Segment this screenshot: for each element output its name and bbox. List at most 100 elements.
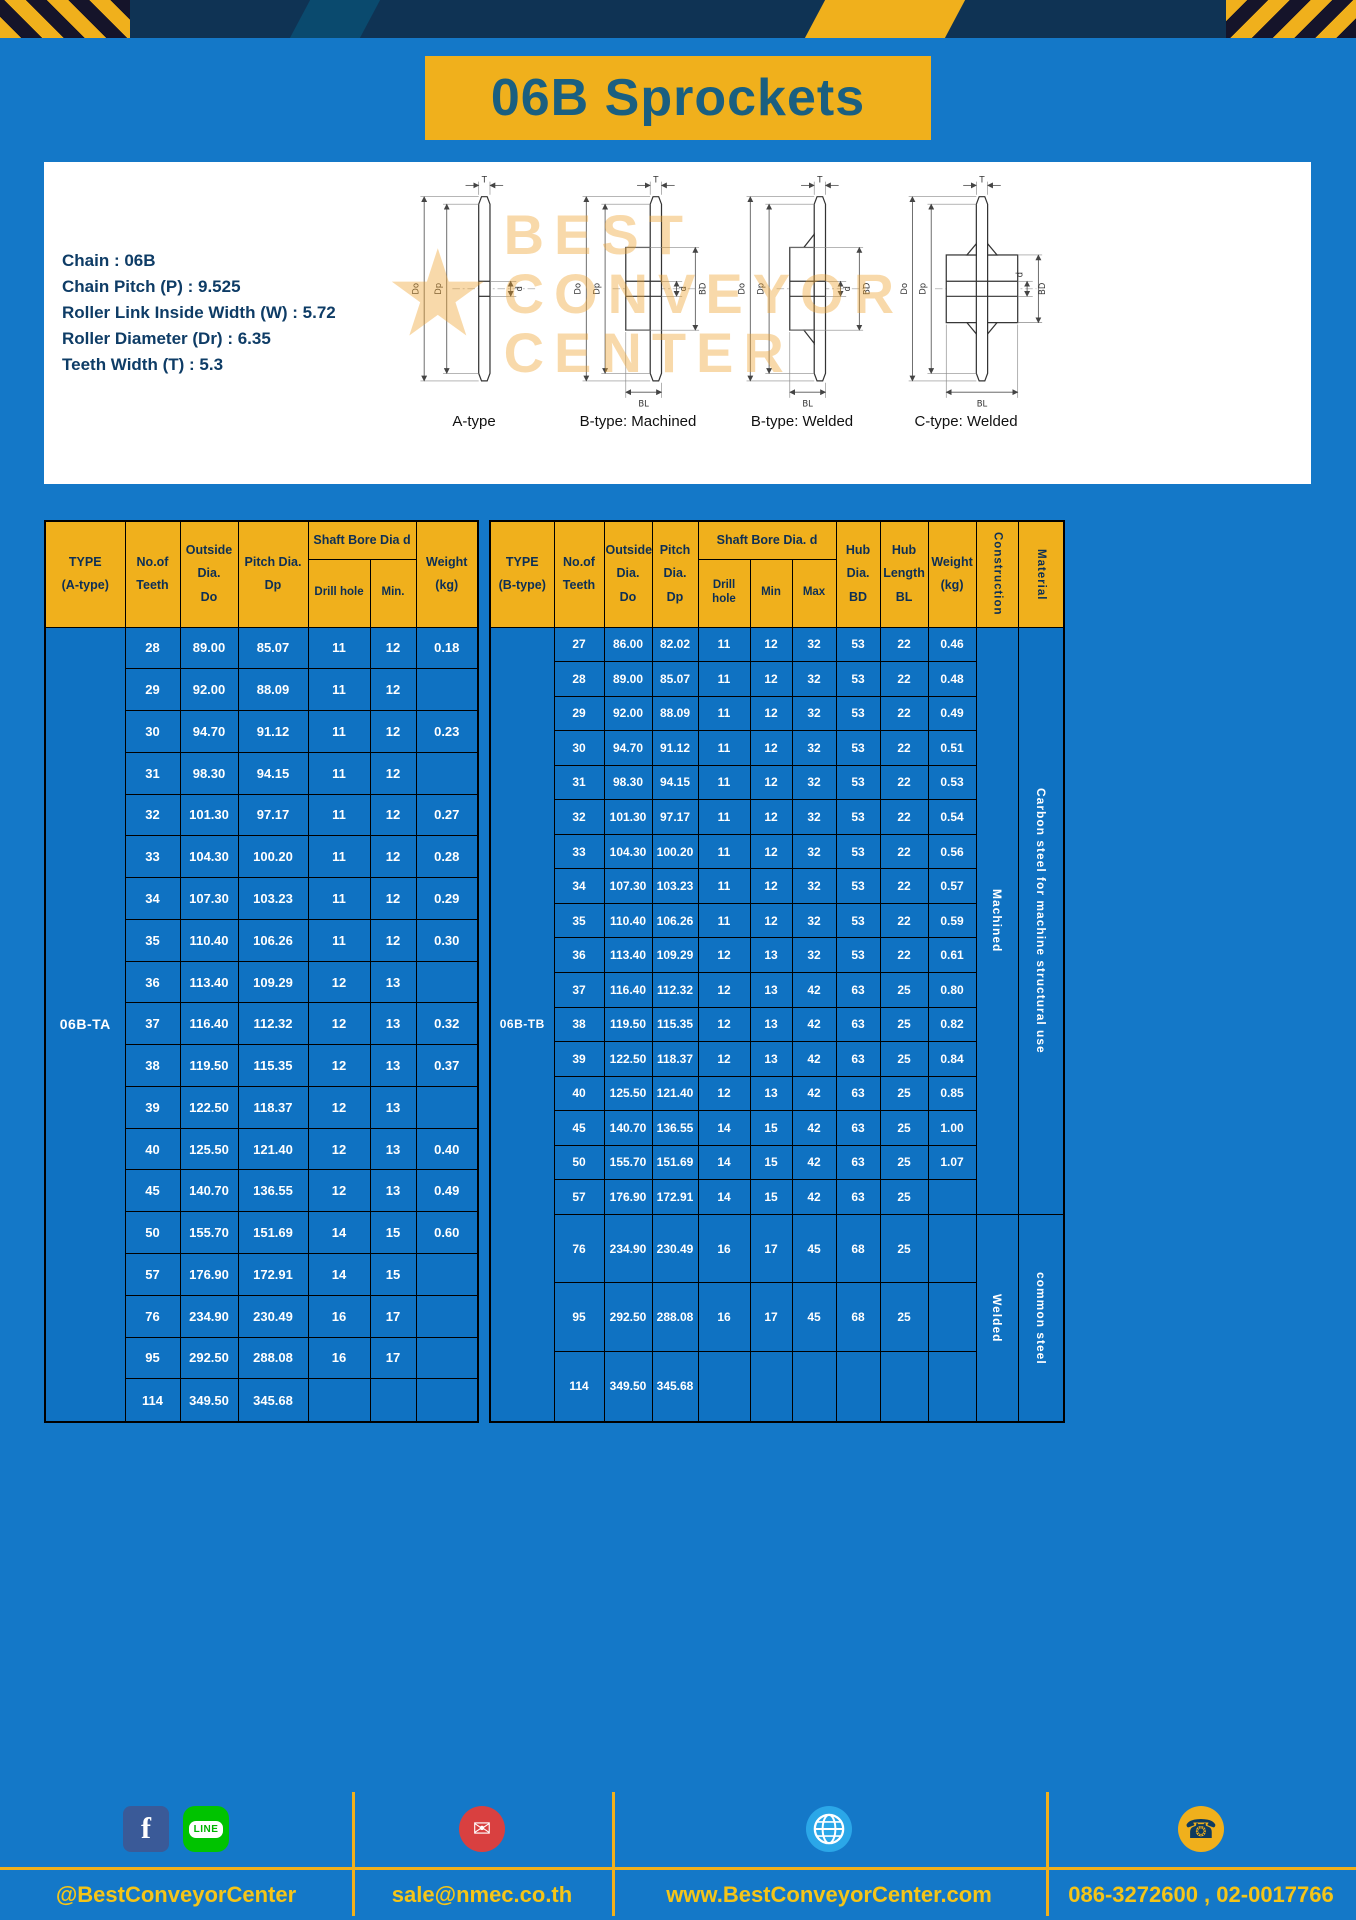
cell-bd: 53 bbox=[835, 626, 881, 663]
footer-social-handle[interactable]: @BestConveyorCenter bbox=[55, 1882, 297, 1907]
cell-od: 110.40 bbox=[179, 918, 239, 962]
teal-segment bbox=[289, 0, 381, 38]
cell-min: 12 bbox=[749, 902, 793, 939]
cell-max: 32 bbox=[791, 902, 837, 939]
cell-teeth: 28 bbox=[553, 661, 605, 697]
dim-t: T bbox=[978, 176, 985, 185]
line-icon[interactable]: LINE bbox=[183, 1806, 229, 1852]
cell-wt: 1.07 bbox=[927, 1144, 977, 1181]
header-max-b: Max bbox=[791, 558, 837, 628]
cell-drill: 11 bbox=[307, 877, 371, 920]
cell-wt: 0.49 bbox=[415, 1169, 479, 1213]
cell-bd: 63 bbox=[835, 1006, 881, 1043]
cell-teeth: 34 bbox=[124, 877, 181, 920]
cell-wt bbox=[415, 1252, 479, 1296]
footer-website[interactable]: www.BestConveyorCenter.com bbox=[666, 1882, 992, 1907]
type-value-cell: 06B-TB bbox=[489, 626, 555, 1423]
cell-wt bbox=[415, 668, 479, 712]
cell-drill: 14 bbox=[697, 1144, 751, 1181]
cell-drill: 12 bbox=[307, 1002, 371, 1046]
table-row: 95 292.50 288.08 16 17 bbox=[45, 1336, 479, 1380]
cell-pd: 115.35 bbox=[237, 1044, 309, 1087]
cell-od: 349.50 bbox=[603, 1350, 653, 1423]
figure-b-type-welded: Do Dp d BD T BL B-type: Welded bbox=[722, 176, 882, 484]
globe-icon[interactable] bbox=[806, 1806, 852, 1852]
table-row: 32 101.30 97.17 11 12 0.27 bbox=[45, 793, 479, 837]
cell-min: 17 bbox=[369, 1294, 417, 1338]
figure-a-type: Do Dp d T A-type bbox=[394, 176, 554, 484]
cell-wt bbox=[415, 1085, 479, 1129]
cell-pd: 121.40 bbox=[237, 1127, 309, 1171]
cell-min: 13 bbox=[749, 1006, 793, 1043]
cell-od: 176.90 bbox=[179, 1252, 239, 1296]
cell-od: 104.30 bbox=[179, 835, 239, 879]
cell-drill: 12 bbox=[697, 1006, 751, 1043]
phone-icon[interactable]: ☎ bbox=[1178, 1806, 1224, 1852]
dim-d: d bbox=[514, 286, 524, 291]
cell-teeth: 39 bbox=[124, 1085, 181, 1129]
dim-bl: BL bbox=[977, 398, 988, 408]
cell-drill: 11 bbox=[307, 710, 371, 753]
table-row: 114 349.50 345.68 bbox=[45, 1378, 479, 1423]
cell-teeth: 40 bbox=[553, 1075, 605, 1112]
cell-wt: 0.28 bbox=[415, 835, 479, 879]
cell-min: 12 bbox=[369, 710, 417, 753]
table-row: 30 94.70 91.12 11 12 32 53 22 0.51 bbox=[490, 730, 1064, 766]
cell-max: 32 bbox=[791, 661, 837, 697]
cell-bd: 63 bbox=[835, 1075, 881, 1112]
cell-wt bbox=[415, 751, 479, 795]
cell-min: 12 bbox=[749, 661, 793, 697]
cell-wt bbox=[415, 1294, 479, 1338]
dim-dp: Dp bbox=[755, 283, 765, 295]
cell-od: 119.50 bbox=[603, 1006, 653, 1043]
cell-min: 12 bbox=[369, 668, 417, 712]
header-outside-dia-a: Outside Dia. Do bbox=[179, 520, 239, 628]
cell-wt: 0.30 bbox=[415, 918, 479, 962]
cell-bl: 25 bbox=[879, 1075, 929, 1112]
dim-d: d bbox=[678, 286, 688, 291]
header-pitch-dia-a: Pitch Dia. Dp bbox=[237, 520, 309, 628]
table-row: 06B-TB 27 86.00 82.02 11 12 32 53 22 0.46 Machined… bbox=[489, 626, 1065, 1423]
cell-wt: 0.60 bbox=[415, 1211, 479, 1254]
cell-wt: 0.18 bbox=[415, 626, 479, 670]
table-row: 76 234.90 230.49 16 17 bbox=[45, 1294, 479, 1338]
cell-pd: 109.29 bbox=[651, 937, 699, 973]
phone-glyph: ☎ bbox=[1184, 1813, 1218, 1844]
cell-od: 113.40 bbox=[603, 937, 653, 973]
footer-section-social: f LINE @BestConveyorCenter bbox=[0, 1788, 352, 1920]
cell-pd: 85.07 bbox=[651, 661, 699, 697]
cell-od: 292.50 bbox=[603, 1282, 653, 1352]
cell-drill: 14 bbox=[307, 1211, 371, 1254]
footer-section-email: ✉ sale@nmec.co.th bbox=[352, 1788, 612, 1920]
cell-min: 13 bbox=[369, 1169, 417, 1213]
cell-min: 12 bbox=[369, 835, 417, 879]
cell-bl: 25 bbox=[879, 1041, 929, 1077]
footer-phone-numbers[interactable]: 086-3272600 , 02-0017766 bbox=[1068, 1882, 1334, 1907]
footer-email[interactable]: sale@nmec.co.th bbox=[391, 1882, 573, 1907]
cell-min: 12 bbox=[749, 695, 793, 732]
cell-pd: 94.15 bbox=[237, 751, 309, 795]
cell-drill: 11 bbox=[697, 661, 751, 697]
spec-roller-diameter: Roller Diameter (Dr) : 6.35 bbox=[62, 329, 271, 348]
dim-t: T bbox=[481, 176, 488, 185]
cell-min: 13 bbox=[369, 1127, 417, 1171]
cell-od: 110.40 bbox=[603, 902, 653, 939]
table-row: 06B-TA 28 89.00 85.07 11 12 0.18 bbox=[44, 626, 479, 1423]
mail-icon[interactable]: ✉ bbox=[459, 1806, 505, 1852]
header-weight-b: Weight (kg) bbox=[927, 520, 977, 628]
header-type-b: TYPE (B-type) bbox=[489, 520, 555, 628]
cell-od: 101.30 bbox=[603, 799, 653, 835]
cell-teeth: 30 bbox=[124, 710, 181, 753]
line-glyph: LINE bbox=[188, 1820, 224, 1838]
cell-od: 122.50 bbox=[603, 1041, 653, 1077]
cell-teeth: 35 bbox=[553, 902, 605, 939]
cell-pd: 151.69 bbox=[237, 1211, 309, 1254]
facebook-icon[interactable]: f bbox=[123, 1806, 169, 1852]
spec-chain-pitch: Chain Pitch (P) : 9.525 bbox=[62, 277, 241, 296]
cell-od: 125.50 bbox=[179, 1127, 239, 1171]
cell-bl: 22 bbox=[879, 764, 929, 801]
cell-wt: 0.85 bbox=[927, 1075, 977, 1112]
header-drill-hole-b: Drill hole bbox=[697, 558, 751, 628]
cell-min: 17 bbox=[749, 1282, 793, 1352]
cell-bd: 53 bbox=[835, 902, 881, 939]
